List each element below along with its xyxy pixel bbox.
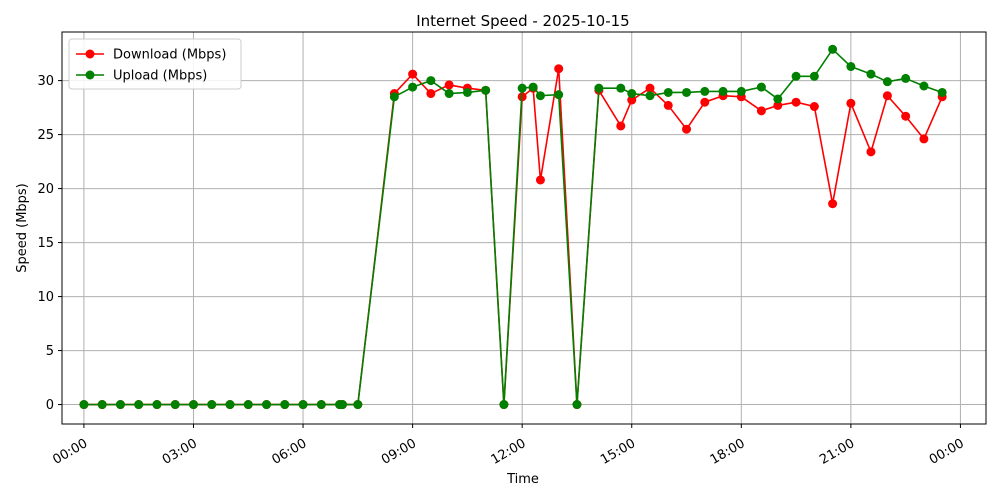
download-point <box>616 121 626 131</box>
y-tick-label: 5 <box>46 344 54 359</box>
download-point <box>846 98 856 108</box>
download-point <box>866 147 876 157</box>
download-point <box>882 91 892 101</box>
plot-frame <box>61 31 987 425</box>
download-point <box>791 97 801 107</box>
download-point <box>627 95 637 105</box>
upload-point <box>316 400 326 410</box>
legend: Download (Mbps) Upload (Mbps) <box>68 38 242 90</box>
upload-point <box>243 400 253 410</box>
download-point <box>426 89 436 99</box>
download-point <box>901 111 911 121</box>
upload-point <box>115 400 125 410</box>
upload-point <box>572 400 582 410</box>
upload-point <box>444 89 454 99</box>
upload-point <box>517 83 527 93</box>
upload-point <box>901 73 911 83</box>
legend-box <box>68 38 242 90</box>
upload-point <box>700 86 710 96</box>
x-axis-label: Time <box>506 472 539 487</box>
download-point <box>663 100 673 110</box>
upload-point <box>645 91 655 101</box>
upload-point <box>594 83 604 93</box>
upload-point <box>627 89 637 99</box>
upload-point <box>528 82 538 92</box>
download-point <box>773 100 783 110</box>
upload-point <box>682 87 692 97</box>
upload-point <box>337 400 347 410</box>
upload-point <box>736 86 746 96</box>
chart-title: Internet Speed - 2025-10-15 <box>416 12 629 30</box>
upload-point <box>481 85 491 95</box>
download-point <box>756 106 766 116</box>
upload-point <box>389 92 399 102</box>
upload-point <box>866 69 876 79</box>
upload-point <box>773 94 783 104</box>
upload-point <box>426 76 436 86</box>
download-point <box>408 69 418 79</box>
upload-point <box>535 91 545 101</box>
upload-point <box>828 44 838 54</box>
upload-point <box>152 400 162 410</box>
y-tick-label: 15 <box>37 236 54 251</box>
legend-download-marker <box>85 49 95 59</box>
upload-point <box>809 71 819 81</box>
upload-point <box>134 400 144 410</box>
y-tick-label: 20 <box>37 182 54 197</box>
grid-layer <box>62 32 986 424</box>
upload-point <box>408 82 418 92</box>
legend-upload-marker <box>85 70 95 80</box>
upload-point <box>937 87 947 97</box>
y-tick-label: 30 <box>37 74 54 89</box>
download-point <box>554 64 564 74</box>
upload-point <box>97 400 107 410</box>
upload-point <box>298 400 308 410</box>
upload-point <box>79 400 89 410</box>
upload-point <box>262 400 272 410</box>
upload-point <box>207 400 217 410</box>
upload-point <box>225 400 235 410</box>
y-tick-label: 25 <box>37 128 54 143</box>
y-tick-label: 10 <box>37 290 54 305</box>
upload-point <box>791 71 801 81</box>
upload-point <box>280 400 290 410</box>
upload-point <box>616 83 626 93</box>
upload-point <box>882 77 892 87</box>
upload-point <box>554 90 564 100</box>
legend-upload-label: Upload (Mbps) <box>113 69 207 84</box>
download-point <box>919 134 929 144</box>
upload-point <box>462 87 472 97</box>
upload-point <box>756 82 766 92</box>
download-point <box>682 124 692 134</box>
upload-point <box>663 87 673 97</box>
y-tick-label: 0 <box>46 398 54 413</box>
download-point <box>645 83 655 93</box>
download-point <box>700 97 710 107</box>
upload-point <box>718 86 728 96</box>
upload-point <box>353 400 363 410</box>
upload-point <box>846 62 856 72</box>
download-point <box>809 102 819 112</box>
download-point <box>535 175 545 185</box>
upload-point <box>499 400 509 410</box>
series-layer <box>79 44 947 410</box>
upload-point <box>170 400 180 410</box>
upload-point <box>919 81 929 91</box>
y-axis-label: Speed (Mbps) <box>15 183 30 273</box>
legend-download-label: Download (Mbps) <box>113 48 226 63</box>
download-point <box>828 199 838 209</box>
upload-point <box>188 400 198 410</box>
series-upload <box>79 44 947 410</box>
download-point <box>444 80 454 90</box>
